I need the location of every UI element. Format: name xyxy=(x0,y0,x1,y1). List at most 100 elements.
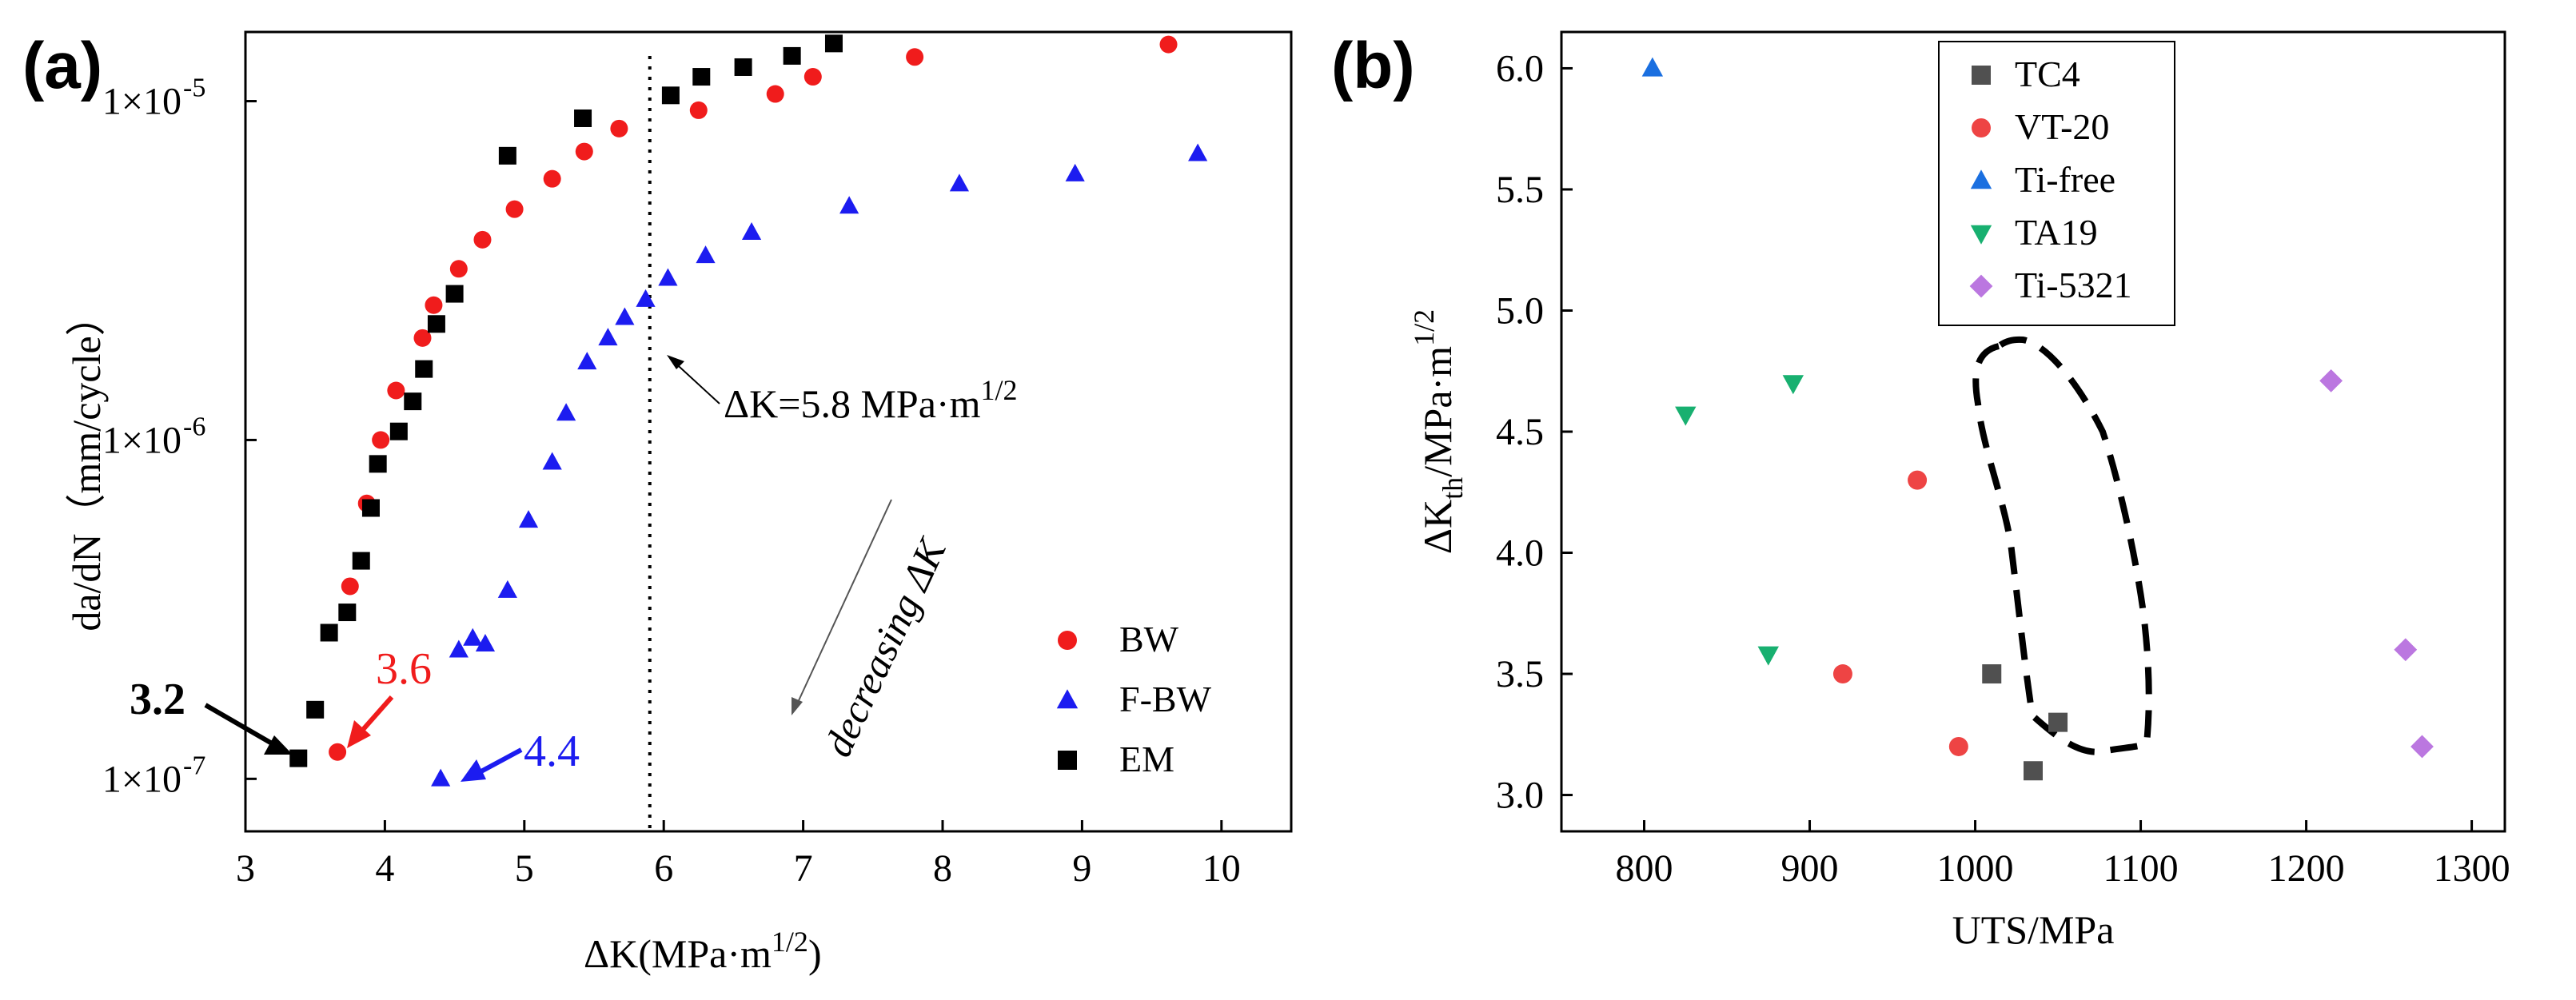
panel-b-legend-marker xyxy=(1972,66,1991,85)
panel-b-point-ti-5321 xyxy=(2319,369,2343,392)
panel-a-y-tick-exponent: -5 xyxy=(183,74,205,103)
panel-a-dk-annotation: ΔK=5.8 MPa·m1/2 xyxy=(724,374,1017,426)
panel-a-x-axis-label: ΔK(MPa·m1/2) xyxy=(584,926,822,976)
panel-a-arrowhead-fbw xyxy=(461,759,486,782)
panel-a-y-tick-exponent: -7 xyxy=(183,751,205,780)
panel-a-point-em xyxy=(320,624,338,642)
panel-a-point-f-bw xyxy=(839,196,859,214)
panel-a-decreasing-label: decreasing ΔK xyxy=(815,530,955,763)
panel-a-decreasing-arrow xyxy=(795,499,892,708)
panel-a-point-em xyxy=(783,46,801,65)
panel-b-data-points xyxy=(1641,57,2434,781)
panel-a-arrowhead-em xyxy=(264,735,293,755)
panel-a-point-em xyxy=(404,392,422,411)
panel-a-label: (a) xyxy=(22,30,102,102)
panel-a-point-bw xyxy=(543,169,561,188)
panel-a-plot-frame xyxy=(244,30,1293,833)
panel-a-legend-label: BW xyxy=(1119,619,1179,659)
panel-b-point-ti-5321 xyxy=(2411,735,2434,759)
panel-a-x-tick-label: 7 xyxy=(794,847,813,890)
panel-b-legend-marker xyxy=(1972,118,1991,137)
panel-a-point-em xyxy=(361,499,380,517)
panel-b-legend-marker xyxy=(1970,169,1992,189)
panel-a-x-tick-label: 9 xyxy=(1072,847,1091,890)
panel-a-point-f-bw xyxy=(518,510,539,528)
panel-b-legend-label: Ti-free xyxy=(2015,159,2115,200)
panel-a-point-f-bw xyxy=(741,222,762,241)
panel-a-arrow-bw xyxy=(359,695,394,733)
panel-b-y-tick-label: 4.0 xyxy=(1496,532,1544,575)
panel-b-point-ta19 xyxy=(1757,646,1779,666)
panel-b-point-tc4 xyxy=(2048,712,2068,732)
panel-a-point-f-bw xyxy=(497,580,517,598)
panel-a-data-points xyxy=(289,34,1208,787)
panel-a-point-em xyxy=(692,68,711,86)
panel-b-point-tc4 xyxy=(2024,761,2043,781)
panel-a-legend-label: EM xyxy=(1119,739,1174,779)
panel-a-point-f-bw xyxy=(598,328,618,346)
panel-a-point-em xyxy=(824,34,843,53)
panel-a-point-em xyxy=(734,58,752,76)
panel-b-y-tick-label: 5.5 xyxy=(1496,169,1544,211)
panel-b-legend-label: VT-20 xyxy=(2015,106,2109,147)
panel-a-x-tick-label: 3 xyxy=(236,847,255,890)
panel-b-legend-label: TC4 xyxy=(2015,54,2080,94)
panel-a-y-tick-exponent: -6 xyxy=(183,412,205,441)
panel-a-point-bw xyxy=(804,68,822,86)
panel-a-point-bw xyxy=(473,230,492,249)
panel-a-legend: BW F-BW EM xyxy=(1056,619,1212,779)
panel-a-point-bw xyxy=(387,381,405,400)
panel-a-x-tick-label: 8 xyxy=(933,847,952,890)
panel-b-y-axis: 3.0 3.5 4.0 4.5 5.0 5.5 6.0 xyxy=(1496,47,1573,817)
panel-a-x-tick-label: 4 xyxy=(375,847,394,890)
panel-b-x-axis: 800 900 1000 1100 1200 1300 xyxy=(1616,820,2510,890)
panel-b-legend-label: TA19 xyxy=(2015,212,2098,253)
panel-a-point-em xyxy=(306,700,325,719)
panel-a-point-em xyxy=(445,285,464,303)
panel-a-point-bw xyxy=(505,200,524,218)
panel-a-arrowhead-bw xyxy=(347,720,371,748)
panel-a-y-tick-label: 1×10 xyxy=(102,81,181,123)
panel-b-legend-marker xyxy=(1969,274,1993,298)
panel-b-ti5321-outline xyxy=(1972,336,2152,755)
panel-b-x-tick-label: 1000 xyxy=(1937,847,2014,890)
panel-a-point-f-bw xyxy=(463,627,483,646)
panel-a-decreasing-arrowhead xyxy=(792,697,803,715)
panel-a-chart: 3 4 5 6 7 8 9 10 1×10 -71×10 -61×10 -5 ΔK(MPa·m1/2… xyxy=(64,30,1293,976)
panel-a-point-em xyxy=(498,146,516,165)
panel-b-y-tick-label: 4.5 xyxy=(1496,411,1544,453)
panel-a-point-bw xyxy=(413,329,432,347)
panel-a-value-em: 3.2 xyxy=(130,675,185,724)
panel-b-point-tc4 xyxy=(1982,664,2002,684)
panel-a-point-f-bw xyxy=(556,403,576,421)
panel-a-point-em xyxy=(574,109,592,127)
panel-a-point-em xyxy=(427,315,445,333)
panel-b-label: (b) xyxy=(1331,30,1415,102)
panel-b-y-tick-label: 6.0 xyxy=(1496,47,1544,90)
panel-b-legend: TC4 VT-20 Ti-free TA19 Ti-5321 xyxy=(1938,41,2175,326)
panel-a-point-em xyxy=(661,86,680,105)
panel-a-point-f-bw xyxy=(431,768,451,787)
panel-a-point-bw xyxy=(766,85,784,103)
panel-b-point-vt-20 xyxy=(1908,470,1928,490)
panel-b-y-axis-label: ΔKth/MPa·m1/2 xyxy=(1408,309,1469,554)
panel-a-dk-arrowhead xyxy=(667,355,684,369)
panel-a-y-axis-label: da/dN（mm/cycle） xyxy=(64,296,109,631)
panel-a-point-f-bw xyxy=(949,173,970,192)
panel-a-point-f-bw xyxy=(696,245,716,264)
panel-a-x-tick-label: 5 xyxy=(515,847,534,890)
panel-a-point-f-bw xyxy=(1188,143,1208,161)
panel-a-x-tick-label: 10 xyxy=(1202,847,1241,890)
panel-b-y-tick-label: 3.5 xyxy=(1496,653,1544,695)
panel-b-point-ti-5321 xyxy=(2394,638,2418,662)
panel-a-y-tick-label: 1×10 xyxy=(102,419,181,461)
panel-a-x-axis: 3 4 5 6 7 8 9 10 xyxy=(236,820,1241,890)
panel-b-x-tick-label: 900 xyxy=(1781,847,1839,890)
panel-b-point-vt-20 xyxy=(1948,736,1968,756)
panel-b-y-tick-label: 3.0 xyxy=(1496,775,1544,817)
panel-a-point-f-bw xyxy=(542,452,562,470)
panel-a-point-em xyxy=(338,604,357,622)
panel-a-point-f-bw xyxy=(449,639,469,658)
panel-a-legend-marker xyxy=(1056,689,1079,709)
